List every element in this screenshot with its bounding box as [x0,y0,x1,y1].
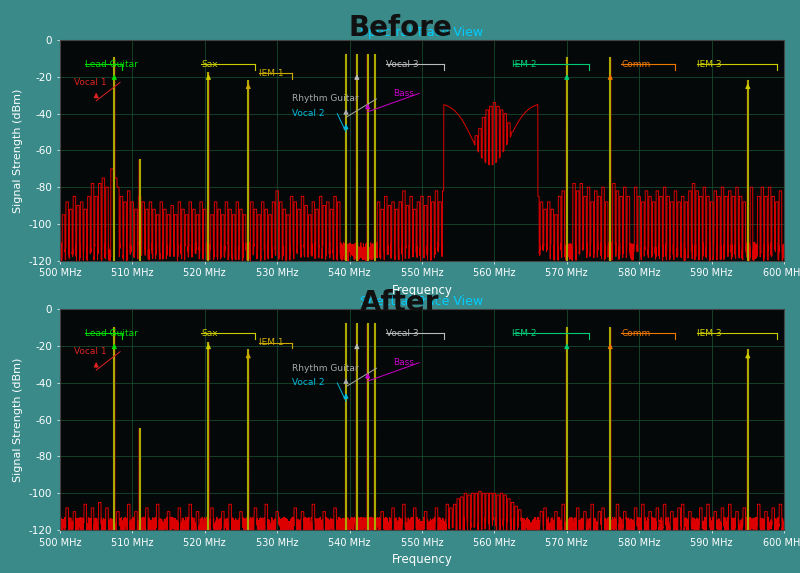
Text: IEM 3: IEM 3 [697,60,722,69]
Text: Vocal 3: Vocal 3 [386,329,418,338]
X-axis label: Frequency: Frequency [391,553,453,566]
Text: Comm: Comm [621,60,650,69]
Text: IEM 3: IEM 3 [697,329,722,338]
Title: Spectral Trace View: Spectral Trace View [361,26,483,39]
Text: Rhythm Guitar: Rhythm Guitar [292,95,358,104]
Y-axis label: Signal Strength (dBm): Signal Strength (dBm) [14,88,23,213]
Text: Sax: Sax [201,329,218,338]
Text: Vocal 2: Vocal 2 [292,378,324,387]
Text: Lead Guitar: Lead Guitar [86,60,138,69]
Text: Before: Before [348,14,452,42]
Text: Comm: Comm [621,329,650,338]
Title: Spectral Trace View: Spectral Trace View [361,295,483,308]
Text: Lead Guitar: Lead Guitar [86,329,138,338]
Text: Vocal 2: Vocal 2 [292,109,324,118]
Text: Vocal 1: Vocal 1 [74,347,107,356]
Text: IEM 2: IEM 2 [513,60,537,69]
Text: IEM 1: IEM 1 [259,338,284,347]
Text: Bass: Bass [393,358,414,367]
Text: IEM 2: IEM 2 [513,329,537,338]
Text: After: After [360,289,440,317]
Text: IEM 1: IEM 1 [259,69,284,78]
Text: Vocal 3: Vocal 3 [386,60,418,69]
Y-axis label: Signal Strength (dBm): Signal Strength (dBm) [14,358,23,482]
Text: Rhythm Guitar: Rhythm Guitar [292,364,358,373]
Text: Vocal 1: Vocal 1 [74,78,107,87]
X-axis label: Frequency: Frequency [391,284,453,297]
Text: Bass: Bass [393,89,414,98]
Text: Sax: Sax [201,60,218,69]
